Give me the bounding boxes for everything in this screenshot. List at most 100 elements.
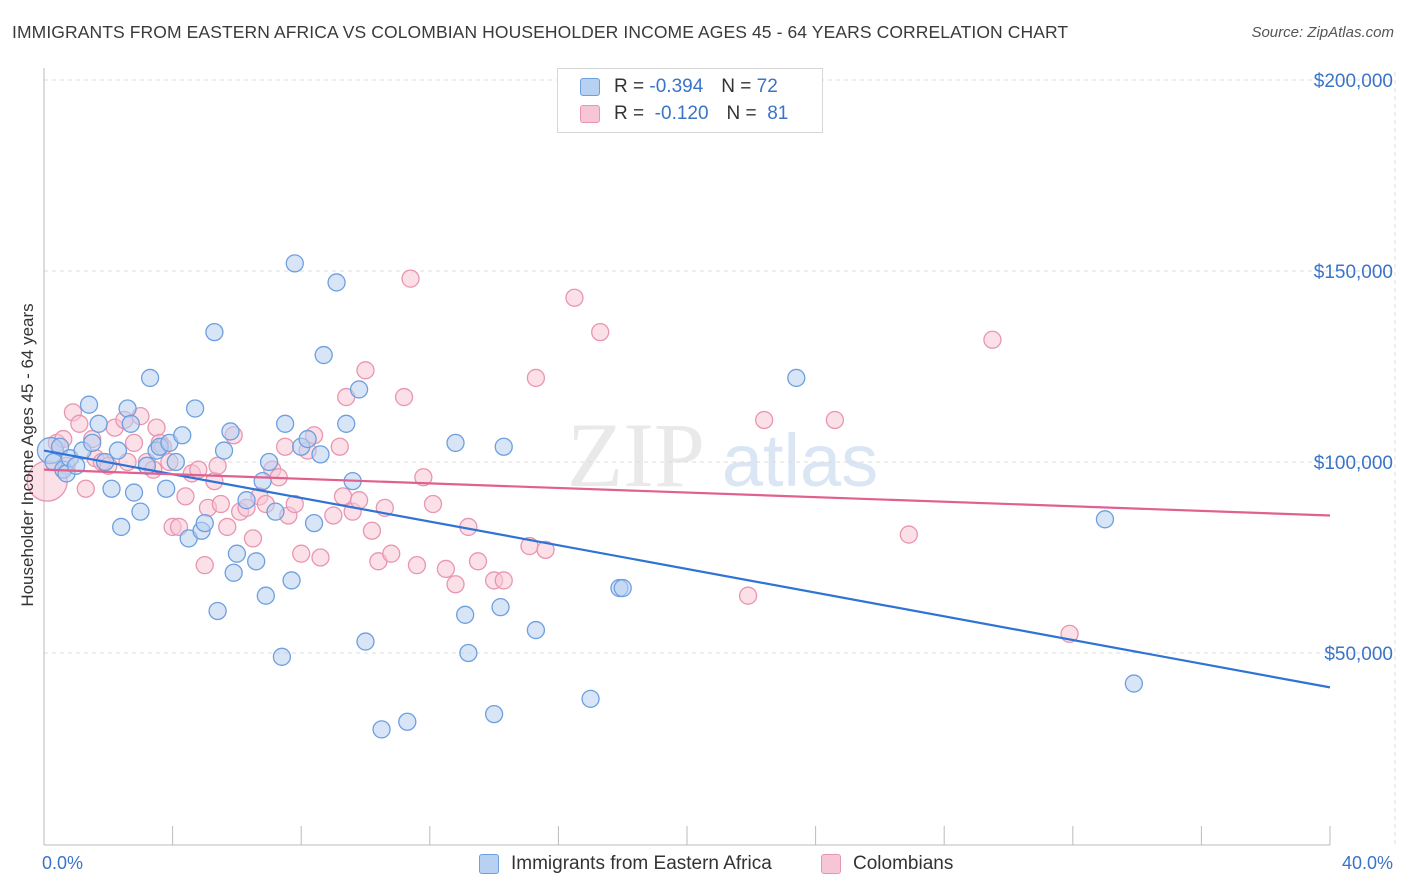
eastern-africa-point: [205, 322, 224, 342]
colombians-point: [285, 494, 304, 514]
eastern-africa-point: [494, 437, 513, 456]
stats-row-colombians: R = -0.120 N = 81: [580, 102, 788, 126]
r-value: -0.120: [654, 103, 709, 124]
x-max-label: 40.0%: [1341, 853, 1393, 873]
n-value: 72: [756, 76, 778, 97]
colombians-point: [423, 494, 443, 514]
eastern-africa-point: [311, 445, 330, 464]
colombians-point: [70, 414, 89, 433]
eastern-africa-point: [349, 380, 369, 399]
r-label: R =: [614, 103, 645, 124]
eastern-africa-point: [166, 452, 185, 472]
colombians-point: [401, 269, 420, 288]
eastern-africa-trend-line: [43, 449, 1331, 689]
eastern-africa-point: [259, 452, 279, 472]
eastern-africa-point: [456, 605, 475, 624]
y-axis-label: Householder Income Ages 45 - 64 years: [18, 303, 37, 607]
colombians-point: [330, 437, 349, 456]
eastern-africa-point: [102, 479, 121, 498]
eastern-africa-point: [195, 513, 214, 533]
colombians-point: [436, 559, 456, 579]
eastern-africa-point: [256, 586, 275, 605]
eastern-africa-point: [337, 414, 356, 433]
eastern-africa-point: [137, 456, 157, 475]
eastern-africa-point: [247, 552, 266, 571]
colombians-point: [565, 288, 584, 307]
eastern-africa-point: [89, 414, 108, 433]
eastern-africa-point: [327, 273, 346, 292]
colombians-point: [275, 437, 295, 456]
colombians-point: [825, 410, 845, 430]
source-label: Source: ZipAtlas.com: [1251, 24, 1394, 41]
colombians-point: [147, 418, 166, 437]
colombians-point: [356, 361, 375, 380]
eastern-africa-points: [36, 254, 1144, 739]
eastern-africa-point: [83, 433, 102, 453]
colombians-point: [738, 586, 758, 605]
eastern-africa-point: [124, 483, 144, 502]
colombians-point: [494, 571, 513, 590]
pink-swatch: [580, 105, 600, 123]
watermark-atlas: atlas: [722, 419, 878, 502]
eastern-africa-point: [484, 704, 504, 724]
colombians-point: [755, 410, 774, 430]
colombians-point: [382, 544, 401, 563]
colombians-trend-line: [43, 468, 1331, 517]
colombians-point: [243, 529, 263, 548]
pink-swatch: [821, 854, 841, 874]
eastern-africa-point: [298, 429, 317, 449]
eastern-africa-point: [272, 647, 292, 666]
eastern-africa-point: [526, 620, 546, 640]
stats-row-eastern-africa: R = -0.394 N = 72: [580, 75, 778, 99]
n-label: N =: [726, 103, 757, 124]
stats-legend: R = -0.394 N = 72 R = -0.120 N = 81: [557, 68, 823, 133]
eastern-africa-point: [304, 513, 324, 533]
y-tick-label: $100,000: [1314, 453, 1393, 474]
colombians-point: [311, 548, 330, 567]
eastern-africa-point: [613, 578, 632, 598]
colombians-point: [211, 494, 230, 514]
eastern-africa-point: [253, 471, 272, 491]
eastern-africa-point: [787, 368, 806, 388]
eastern-africa-point: [285, 254, 304, 273]
eastern-africa-point: [79, 395, 99, 414]
eastern-africa-point: [214, 441, 234, 460]
chart-title: IMMIGRANTS FROM EASTERN AFRICA VS COLOMB…: [12, 22, 1069, 42]
eastern-africa-point: [118, 399, 137, 418]
eastern-africa-point: [356, 632, 375, 651]
eastern-africa-point: [446, 433, 465, 453]
eastern-africa-point: [275, 414, 295, 433]
eastern-africa-point: [121, 414, 140, 433]
colombians-point: [195, 555, 214, 575]
legend-item-colombians[interactable]: Colombians: [821, 853, 953, 875]
trend-lines: [43, 449, 1331, 689]
colombians-point: [983, 330, 1002, 349]
y-tick-label: $200,000: [1314, 71, 1393, 92]
colombians-point: [208, 456, 227, 475]
x-min-label: 0.0%: [42, 853, 84, 873]
eastern-africa-point: [266, 502, 285, 521]
blue-swatch: [479, 854, 499, 874]
eastern-africa-point: [372, 720, 391, 739]
colombians-point: [124, 433, 144, 453]
colombians-point: [218, 517, 237, 537]
series-legend: Immigrants from Eastern Africa Colombian…: [0, 853, 1406, 879]
colombians-point: [349, 491, 369, 510]
eastern-africa-point: [282, 571, 301, 590]
colombians-point: [362, 521, 382, 540]
eastern-africa-point: [227, 544, 247, 563]
eastern-africa-point: [1124, 674, 1144, 693]
colombians-point: [591, 322, 610, 342]
colombians-point: [333, 487, 353, 506]
eastern-africa-point: [140, 368, 160, 388]
eastern-africa-point: [112, 517, 131, 537]
eastern-africa-point: [131, 502, 150, 521]
colombians-point: [324, 506, 343, 525]
r-label: R =: [614, 76, 645, 97]
eastern-africa-point: [459, 643, 478, 663]
eastern-africa-point: [1095, 510, 1115, 529]
legend-item-eastern-africa[interactable]: Immigrants from Eastern Africa: [479, 853, 772, 875]
r-value: -0.394: [649, 76, 704, 97]
colombians-point: [536, 540, 555, 560]
